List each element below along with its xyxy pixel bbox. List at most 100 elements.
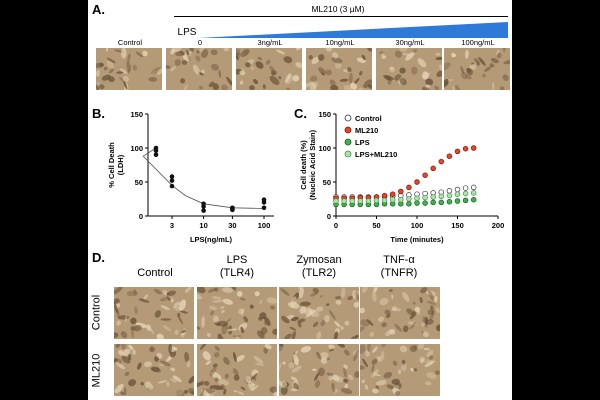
cell-shape (213, 352, 220, 358)
micrograph-texture (444, 48, 510, 90)
y-axis-label-line1: Cell death (%) (299, 140, 308, 190)
cell-shape (122, 75, 129, 83)
series-point (349, 198, 355, 204)
cell-shape (176, 390, 183, 396)
micrograph-a-lps-0 (166, 48, 232, 90)
cell-shape (248, 380, 255, 391)
cell-shape (160, 318, 172, 321)
series-point (454, 186, 461, 193)
micrograph-texture (197, 287, 277, 339)
cell-shape (180, 78, 186, 84)
cell-shape (414, 306, 421, 313)
cell-shape (419, 356, 426, 363)
cell-shape (119, 68, 128, 74)
cell-shape (394, 50, 403, 58)
cell-shape (503, 59, 510, 65)
cell-shape (184, 351, 190, 363)
cell-shape (223, 317, 232, 326)
cell-shape (269, 75, 280, 85)
micrograph-texture (279, 344, 359, 396)
cell-shape (220, 306, 225, 309)
cell-shape (197, 326, 201, 330)
panel-d-col-line1: Zymosan (296, 254, 342, 266)
micrograph-texture (279, 287, 359, 339)
cell-shape (391, 305, 397, 312)
cell-shape (312, 368, 317, 372)
cell-shape (123, 387, 127, 396)
cell-shape (385, 313, 391, 319)
cell-shape (203, 381, 210, 386)
cell-shape (346, 67, 352, 73)
cell-shape (205, 393, 210, 396)
cell-shape (332, 52, 339, 59)
cell-shape (334, 321, 341, 328)
cell-shape (223, 356, 230, 365)
x-tick-label: 200 (492, 221, 505, 230)
cell-shape (436, 70, 442, 78)
cell-shape (502, 74, 509, 81)
x-axis-label: Time (minutes) (390, 235, 444, 244)
cell-shape (363, 79, 372, 89)
cell-shape (188, 375, 194, 384)
y-tick-label: 0 (139, 212, 143, 221)
cell-shape (212, 296, 222, 300)
cell-shape (372, 346, 378, 353)
cell-shape (316, 351, 322, 360)
cell-shape (424, 360, 435, 368)
cell-shape (117, 315, 130, 320)
cell-shape (354, 371, 359, 378)
cell-shape (259, 312, 267, 320)
cell-shape (496, 52, 502, 59)
cell-shape (157, 380, 168, 384)
cell-shape (361, 379, 366, 384)
cell-shape (159, 360, 171, 367)
x-tick-label: 10 (199, 221, 207, 230)
cell-shape (205, 391, 217, 396)
cell-shape (190, 390, 194, 395)
cell-shape (178, 299, 186, 311)
cell-shape (452, 86, 457, 90)
cell-shape (239, 70, 246, 76)
cell-shape (263, 347, 269, 354)
cell-shape (309, 81, 317, 90)
cell-shape (183, 389, 188, 394)
panel-a-col-label: 0 (197, 38, 203, 47)
legend-marker (344, 138, 352, 146)
cell-shape (422, 331, 429, 338)
cell-shape (328, 344, 336, 350)
cell-shape (114, 287, 123, 295)
cell-shape (174, 59, 182, 66)
cell-shape (366, 319, 374, 326)
cell-shape (105, 48, 109, 52)
cell-shape (451, 52, 456, 57)
cell-shape (339, 78, 349, 82)
series-point (406, 201, 412, 207)
cell-shape (218, 379, 229, 386)
cell-shape (411, 66, 418, 75)
cell-shape (347, 295, 354, 301)
cell-shape (320, 320, 326, 327)
cell-shape (209, 366, 217, 377)
cell-shape (212, 363, 218, 368)
cell-shape (103, 67, 108, 71)
cell-shape (358, 87, 364, 90)
series-point (470, 184, 477, 191)
legend-marker (344, 150, 352, 158)
cell-shape (331, 382, 336, 393)
cell-shape (224, 373, 229, 379)
cell-shape (409, 345, 417, 353)
micrograph-texture (166, 48, 232, 90)
cell-shape (233, 374, 240, 381)
series-point (430, 194, 436, 200)
cell-shape (170, 66, 176, 72)
chart-b-cell-death-ldh: 0 50 100 150 3 10 30 100 LPS(ng/mL) % Cell Death(… (107, 110, 274, 244)
cell-shape (331, 57, 343, 64)
cell-shape (183, 84, 189, 90)
cell-shape (252, 78, 259, 85)
cell-shape (384, 75, 390, 81)
y-tick-label: 0 (327, 212, 331, 221)
cell-shape (166, 381, 170, 387)
wedge-shape (198, 22, 508, 38)
cell-shape (409, 322, 417, 330)
cell-shape (160, 305, 170, 311)
